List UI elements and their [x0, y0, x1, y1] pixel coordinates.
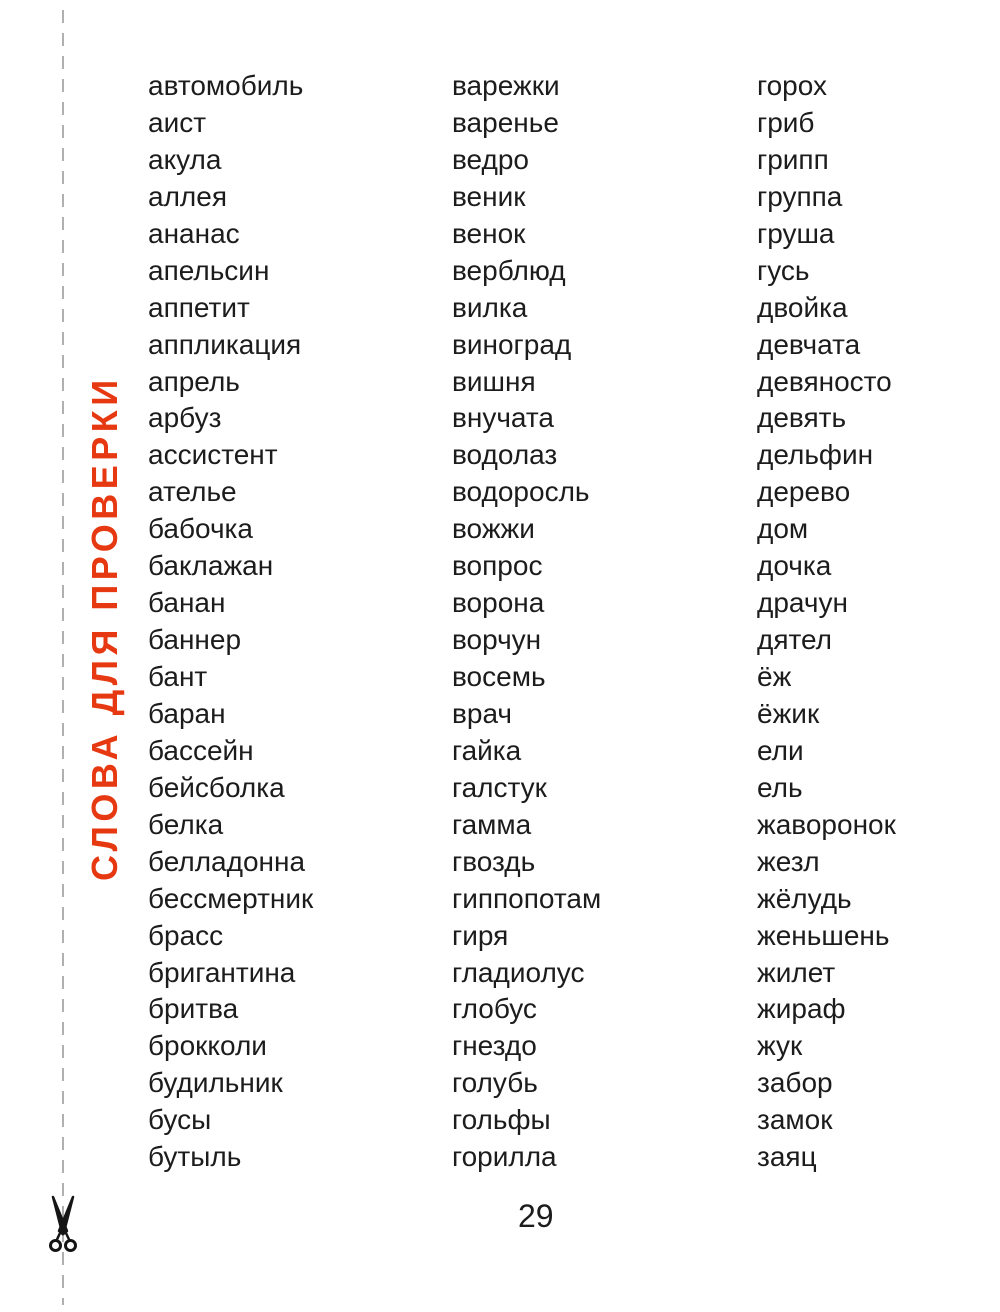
word-item: гладиолус	[452, 956, 585, 988]
word-item: водоросль	[452, 476, 590, 508]
word-item: жезл	[757, 845, 820, 877]
word-item: арбуз	[148, 402, 222, 434]
side-title: СЛОВА ДЛЯ ПРОВЕРКИ	[84, 375, 125, 881]
word-item: бусы	[148, 1104, 212, 1136]
scissors-icon	[49, 1195, 77, 1252]
word-item: вожжи	[452, 513, 535, 545]
word-item: будильник	[148, 1067, 283, 1099]
word-item: глобус	[452, 993, 537, 1025]
page-number: 29	[518, 1198, 554, 1234]
word-column-2: варежки варенье ведро веник венок верблюд вилк…	[452, 68, 601, 1176]
word-item: бабочка	[148, 513, 253, 545]
word-item: внучата	[452, 402, 554, 434]
word-item: ведро	[452, 143, 529, 175]
word-item: забор	[757, 1067, 833, 1099]
word-item: белладонна	[148, 845, 306, 877]
word-item: ёжик	[757, 697, 820, 729]
word-item: голубь	[452, 1067, 538, 1099]
word-item: дочка	[757, 550, 832, 582]
word-item: ель	[757, 771, 803, 803]
word-item: акула	[148, 143, 222, 175]
word-item: восемь	[452, 661, 546, 692]
word-item: ассистент	[148, 439, 278, 471]
word-item: банан	[148, 587, 226, 619]
word-item: аллея	[148, 180, 227, 212]
word-item: горилла	[452, 1141, 557, 1173]
word-item: бритва	[148, 993, 239, 1025]
word-item: варежки	[452, 70, 560, 101]
word-item: жилет	[757, 956, 836, 988]
word-item: галстук	[452, 771, 547, 803]
word-item: гвоздь	[452, 845, 536, 877]
word-item: жёлудь	[757, 882, 852, 914]
word-item: дятел	[757, 624, 832, 656]
word-item: брасс	[148, 919, 224, 951]
word-item: веник	[452, 180, 526, 212]
word-item: вишня	[452, 365, 536, 397]
cut-line	[62, 10, 64, 1305]
word-item: гнездо	[452, 1030, 537, 1062]
word-item: гусь	[757, 254, 810, 286]
word-item: ворона	[452, 587, 545, 619]
word-item: ели	[757, 734, 804, 766]
word-item: дельфин	[757, 439, 874, 471]
word-item: дом	[757, 513, 809, 545]
word-column-1: автомобиль аист акула аллея ананас апельсин ап…	[148, 68, 313, 1176]
word-item: бассейн	[148, 734, 254, 766]
word-item: груша	[757, 217, 835, 249]
word-item: вопрос	[452, 550, 543, 582]
word-item: жаворонок	[757, 808, 896, 840]
word-item: верблюд	[452, 254, 566, 286]
word-item: аппетит	[148, 291, 250, 323]
word-item: автомобиль	[148, 70, 304, 101]
word-item: гриб	[757, 106, 815, 138]
word-item: драчун	[757, 587, 848, 619]
word-item: гиря	[452, 919, 509, 951]
word-item: бейсболка	[148, 771, 285, 803]
word-item: баннер	[148, 624, 242, 656]
word-item: аист	[148, 106, 207, 138]
word-item: ворчун	[452, 624, 542, 656]
word-item: аппликация	[148, 328, 302, 360]
word-item: белка	[148, 808, 224, 840]
word-item: девять	[757, 402, 847, 434]
word-item: бессмертник	[148, 882, 314, 914]
word-item: женьшень	[757, 919, 890, 951]
word-item: бант	[148, 661, 208, 692]
word-item: жираф	[757, 993, 846, 1025]
word-item: апельсин	[148, 254, 270, 286]
word-item: грипп	[757, 143, 829, 175]
word-item: заяц	[757, 1141, 817, 1173]
word-item: горох	[757, 70, 827, 101]
word-item: замок	[757, 1104, 833, 1136]
word-item: водолаз	[452, 439, 558, 471]
word-item: венок	[452, 217, 526, 249]
word-item: девяносто	[757, 365, 892, 397]
word-item: ёж	[757, 661, 792, 692]
word-item: гайка	[452, 734, 522, 766]
word-item: девчата	[757, 328, 861, 360]
word-item: виноград	[452, 328, 572, 360]
word-item: ананас	[148, 217, 240, 249]
word-item: гольфы	[452, 1104, 551, 1136]
word-item: бутыль	[148, 1141, 242, 1173]
word-item: жук	[757, 1030, 803, 1062]
word-item: бригантина	[148, 956, 296, 988]
word-item: вилка	[452, 291, 528, 323]
word-item: баран	[148, 697, 226, 729]
word-item: гиппопотам	[452, 882, 602, 914]
word-item: брокколи	[148, 1030, 267, 1062]
word-column-3: горох гриб грипп группа груша гусь двойка девча…	[757, 68, 896, 1176]
word-item: двойка	[757, 291, 848, 323]
word-item: врач	[452, 697, 512, 729]
word-item: баклажан	[148, 550, 274, 582]
word-item: ателье	[148, 476, 237, 508]
word-item: варенье	[452, 106, 559, 138]
word-item: апрель	[148, 365, 240, 397]
word-item: гамма	[452, 808, 532, 840]
word-item: дерево	[757, 476, 851, 508]
word-item: группа	[757, 180, 843, 212]
